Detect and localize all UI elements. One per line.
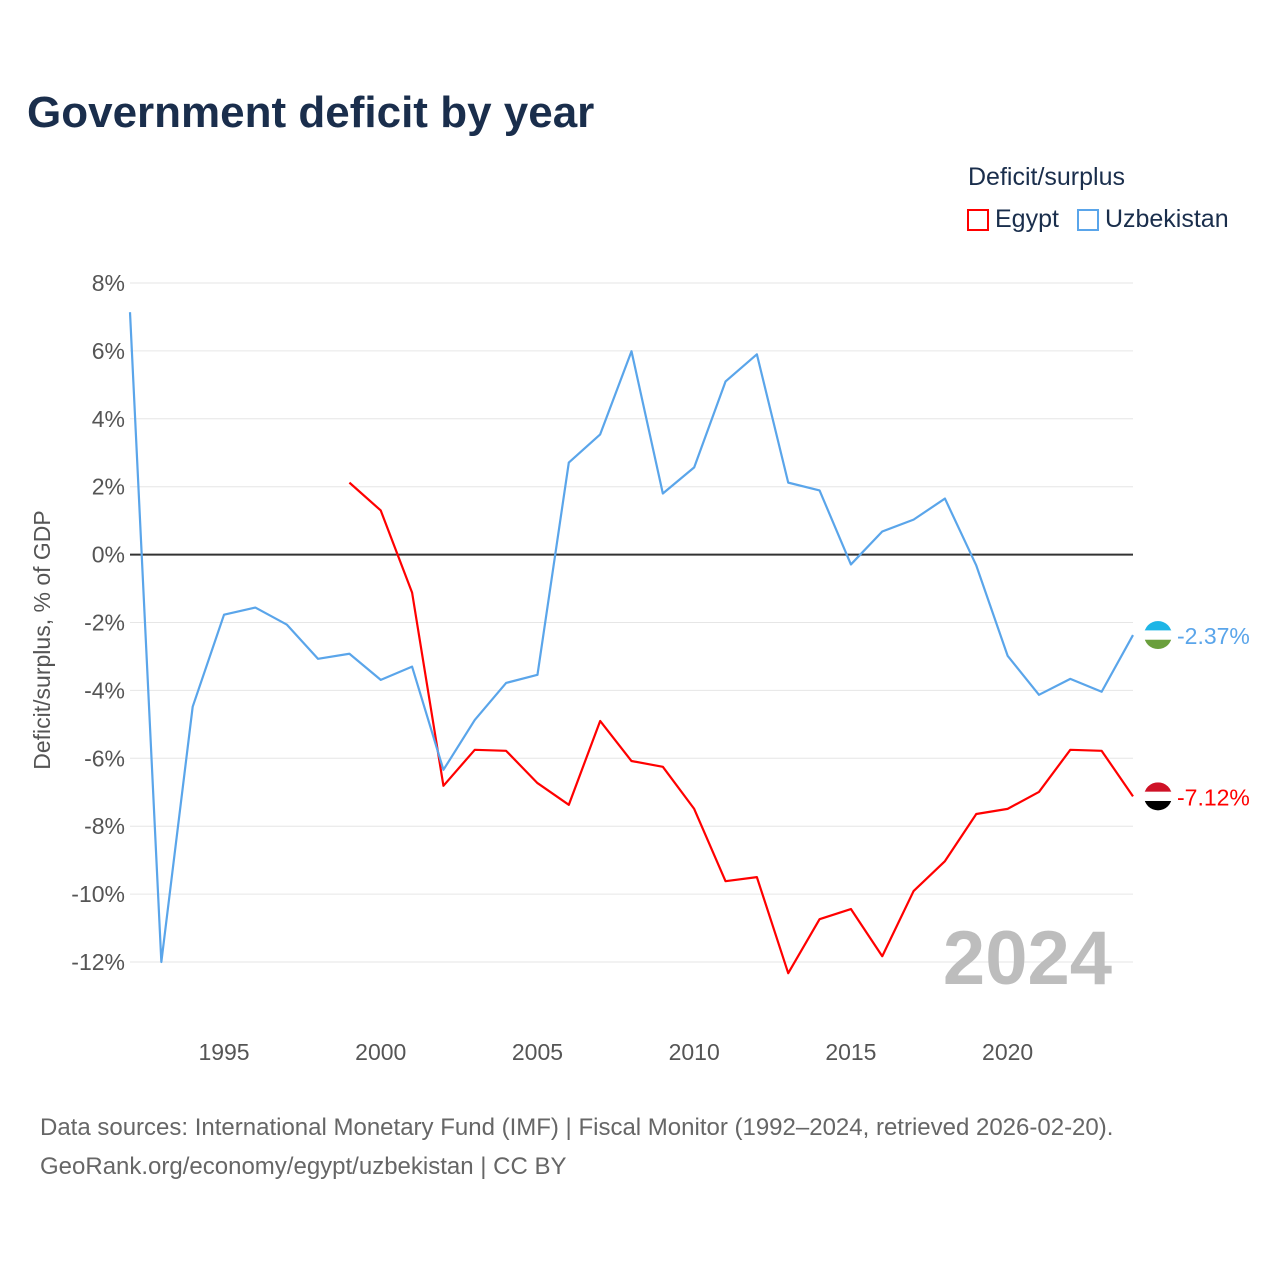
y-tick-label: 0% — [92, 542, 125, 568]
y-axis-label: Deficit/surplus, % of GDP — [29, 510, 55, 769]
x-tick-label: 2020 — [982, 1039, 1033, 1065]
legend: Egypt Uzbekistan — [967, 205, 1229, 234]
y-tick-label: -6% — [84, 745, 125, 771]
x-tick-label: 1995 — [198, 1039, 249, 1065]
legend-title: Deficit/surplus — [968, 163, 1125, 191]
data-sources: Data sources: International Monetary Fun… — [40, 1114, 1114, 1141]
y-tick-label: -4% — [84, 677, 125, 703]
x-tick-label: 2000 — [355, 1039, 406, 1065]
y-tick-label: 8% — [92, 270, 125, 296]
y-tick-label: -2% — [84, 610, 125, 636]
flag-icon-uzbekistan — [1144, 621, 1172, 650]
y-tick-label: 4% — [92, 406, 125, 432]
legend-swatch-uzbekistan — [1076, 208, 1099, 231]
legend-swatch-egypt — [967, 208, 989, 231]
year-watermark: 2024 — [943, 916, 1112, 1001]
series-line-egypt — [348, 481, 1134, 975]
y-tick-label: -8% — [84, 813, 125, 839]
end-value-label: -2.37% — [1177, 623, 1250, 649]
legend-label: Egypt — [995, 205, 1059, 233]
x-tick-label: 2005 — [512, 1039, 563, 1065]
source-link[interactable]: GeoRank.org/economy/egypt/uzbekistan | C… — [40, 1153, 567, 1180]
legend-item-egypt[interactable]: Egypt — [967, 205, 1059, 234]
series-line-uzbekistan — [128, 312, 1134, 964]
chart-title: Government deficit by year — [27, 88, 595, 137]
x-tick-label: 2015 — [825, 1039, 876, 1065]
legend-item-uzbekistan[interactable]: Uzbekistan — [1076, 205, 1229, 234]
legend-label: Uzbekistan — [1104, 205, 1229, 233]
x-tick-label: 2010 — [669, 1039, 720, 1065]
flag-icon-egypt — [1144, 782, 1172, 811]
footer: Data sources: International Monetary Fun… — [40, 1108, 1113, 1186]
y-tick-label: 6% — [92, 338, 125, 364]
y-tick-label: -10% — [71, 881, 125, 907]
end-value-label: -7.12% — [1177, 784, 1250, 810]
y-tick-label: -12% — [71, 949, 125, 975]
y-tick-label: 2% — [92, 474, 125, 500]
